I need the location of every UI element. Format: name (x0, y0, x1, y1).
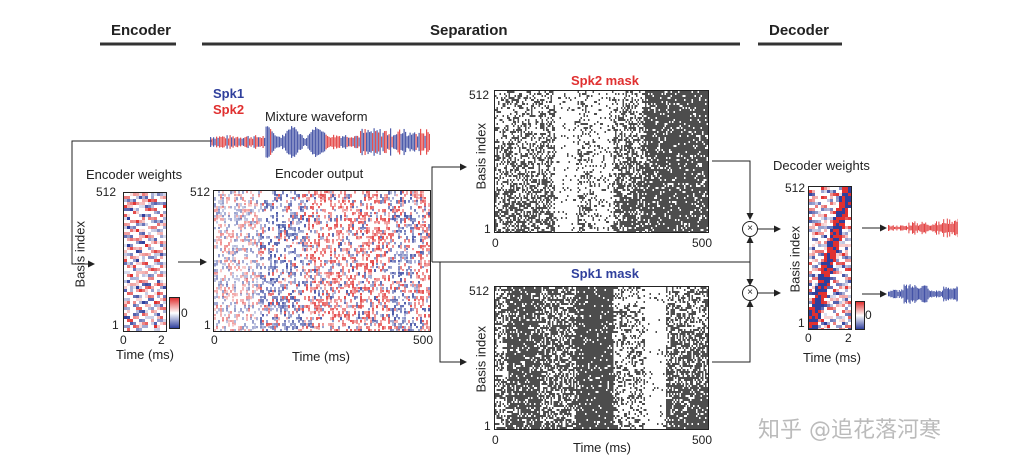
spk1-mask-ytop: 512 (469, 284, 490, 298)
decoder-weights-ylabel: Basis index (787, 226, 803, 293)
spk1mask-to-mult-line (712, 300, 754, 363)
mixture-waveform-label: Mixture waveform (265, 109, 368, 124)
output-waveform-spk1 (888, 284, 958, 304)
spk2mask-to-mult-line (712, 160, 754, 220)
decoder-weights-heatmap (808, 186, 852, 330)
encoder-weights-colorbar-label: 0 (181, 306, 188, 320)
spk1-mask-title: Spk1 mask (571, 266, 639, 281)
encoder-output-title: Encoder output (275, 166, 364, 181)
mixture-to-encoder-line (71, 140, 212, 268)
mixture-waveform (210, 126, 430, 158)
spk1-mask-xend: 500 (692, 433, 713, 447)
spk2-mask-ylabel: Basis index (473, 123, 489, 190)
encoder-output-ytop: 512 (190, 185, 211, 199)
section-decoder: Decoder (769, 22, 830, 39)
spk1-mask-ylabel: Basis index (473, 326, 489, 393)
encoder-weights-title: Encoder weights (86, 167, 183, 182)
encoder-weights-heatmap (123, 192, 167, 332)
encoder-weights-xlabel: Time (ms) (116, 347, 175, 362)
multiply-node-spk2: × (742, 221, 758, 237)
output-waveform-spk2 (888, 218, 958, 238)
decoder-weights-colorbar-label: 0 (865, 308, 872, 322)
section-separation: Separation (430, 22, 508, 39)
spk2-mask-title: Spk2 mask (571, 73, 639, 88)
legend-spk2: Spk2 (213, 102, 245, 117)
section-encoder: Encoder (111, 22, 172, 39)
decoder-weights-title: Decoder weights (773, 158, 870, 173)
multiply-node-spk1: × (742, 285, 758, 301)
encoder-weights-ytop: 512 (96, 185, 117, 199)
spk1-mask-xlabel: Time (ms) (573, 440, 632, 455)
encoder-output-heatmap (213, 190, 431, 332)
spk1-mask-heatmap (494, 286, 709, 430)
spk2-mask-ytop: 512 (469, 88, 490, 102)
encoder-weights-ybottom: 1 (112, 318, 119, 332)
spk2-mask-xstart: 0 (492, 236, 499, 250)
encoder-weights-ylabel: Basis index (72, 221, 88, 288)
spk2-mask-ybottom: 1 (484, 222, 491, 236)
output-to-spk1-arrow (432, 261, 467, 366)
legend-spk1: Spk1 (213, 86, 245, 101)
spk1-mask-xstart: 0 (492, 433, 499, 447)
decoder-weights-ybottom: 1 (798, 316, 805, 330)
decoder-weights-xlabel: Time (ms) (803, 350, 862, 365)
encoder-output-xstart: 0 (211, 333, 218, 347)
decoder-weights-colorbar (855, 301, 865, 330)
decoder-weights-xstart: 0 (805, 331, 812, 345)
decoder-weights-xend: 2 (845, 331, 852, 345)
spk2-mask-heatmap (494, 90, 709, 233)
encoder-weights-colorbar (169, 297, 180, 329)
output-to-spk2-arrow (431, 163, 467, 262)
encoder-output-xend: 500 (413, 333, 434, 347)
encoder-output-xlabel: Time (ms) (292, 349, 351, 364)
encoder-output-ybottom: 1 (204, 318, 211, 332)
spk2-mask-xend: 500 (692, 236, 713, 250)
decoder-weights-ytop: 512 (785, 181, 806, 195)
spk1-mask-ybottom: 1 (484, 419, 491, 433)
encoder-weights-xend: 2 (158, 333, 165, 347)
watermark: 知乎 @追花落河寒 (758, 418, 941, 443)
encoder-weights-xstart: 0 (120, 333, 127, 347)
